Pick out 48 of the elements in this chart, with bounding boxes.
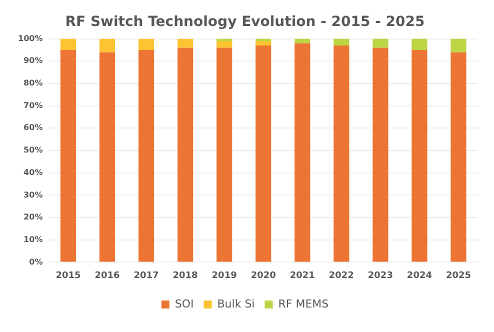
x-tick-label: 2024	[406, 270, 432, 281]
bar	[294, 43, 310, 262]
bar	[294, 38, 310, 44]
x-tick-label: 2016	[94, 270, 120, 281]
y-tick-label: 20%	[24, 212, 43, 222]
x-tick-label: 2017	[134, 270, 159, 281]
bar	[60, 50, 76, 262]
bar	[99, 38, 116, 52]
bar	[138, 50, 154, 262]
bar	[60, 38, 76, 50]
x-tick-label: 2023	[368, 270, 393, 281]
legend-label: Bulk Si	[217, 297, 255, 310]
y-tick-label: 10%	[24, 234, 43, 244]
y-tick-label: 60%	[24, 123, 43, 132]
y-tick-label: 70%	[24, 100, 43, 110]
bar	[216, 41, 232, 48]
legend-label: RF MEMS	[278, 297, 329, 310]
legend-label: SOI	[174, 297, 194, 310]
bar	[99, 52, 116, 262]
bar	[216, 48, 232, 262]
bar	[334, 46, 350, 262]
bar	[412, 50, 428, 262]
y-tick-label: 0%	[29, 257, 43, 266]
bar	[178, 38, 194, 48]
y-tick-label: 50%	[24, 146, 43, 155]
y-tick-label: 30%	[24, 190, 43, 200]
bar	[412, 38, 428, 50]
bar	[138, 38, 154, 50]
bar	[334, 38, 350, 46]
x-tick-label: 2015	[56, 270, 81, 281]
y-tick-label: 80%	[24, 78, 43, 88]
bar	[450, 52, 466, 262]
bar	[372, 48, 388, 262]
y-tick-label: 90%	[24, 56, 43, 66]
x-tick-label: 2025	[446, 270, 472, 281]
x-tick-label: 2018	[172, 270, 198, 281]
y-tick-label: 100%	[18, 34, 43, 43]
bar	[450, 38, 466, 52]
bar	[178, 48, 194, 262]
bar	[256, 41, 272, 46]
x-tick-label: 2022	[328, 270, 354, 281]
bar	[372, 38, 388, 48]
y-tick-label: 40%	[24, 168, 43, 177]
bar	[256, 46, 272, 262]
chart-title: RF Switch Technology Evolution - 2015 - 2025	[65, 14, 425, 30]
x-tick-label: 2019	[212, 270, 237, 281]
x-tick-label: 2021	[290, 270, 315, 281]
x-tick-label: 2020	[250, 270, 276, 281]
